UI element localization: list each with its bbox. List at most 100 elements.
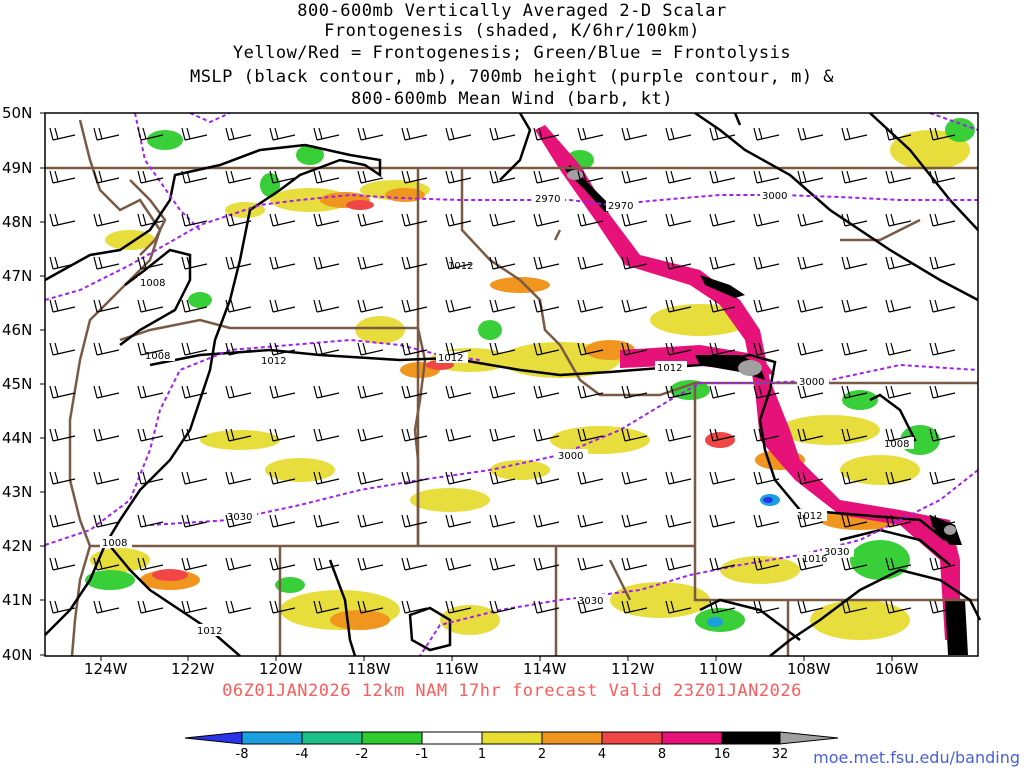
wind-barb: [533, 127, 560, 141]
wind-barb: [269, 428, 296, 442]
wind-barb: [621, 299, 648, 313]
wind-barb: [665, 342, 692, 356]
wind-barb: [489, 385, 516, 399]
wind-barb: [885, 557, 912, 571]
wind-barb: [709, 127, 736, 141]
wind-barb: [401, 127, 428, 141]
wind-barb: [753, 557, 780, 571]
wind-barb: [137, 600, 164, 614]
lon-label-122w: 122W: [171, 660, 215, 678]
mslp-label: 1008: [884, 439, 909, 450]
colorbar-label: 16: [713, 747, 731, 762]
height-label: 3030: [227, 512, 252, 523]
colorbar-label: 4: [597, 747, 607, 762]
wind-barb: [445, 127, 472, 141]
wind-barb: [929, 600, 956, 614]
wind-barb: [577, 557, 604, 571]
lat-label-44n: 44N: [2, 429, 33, 447]
height-label: 3000: [762, 191, 787, 202]
wind-barb: [621, 557, 648, 571]
wind-barb: [401, 600, 428, 614]
lat-label-40n: 40N: [2, 646, 33, 664]
wind-barb: [665, 127, 692, 141]
wind-barb: [797, 600, 824, 614]
colorbar-label: 32: [771, 747, 789, 762]
wind-barb: [225, 213, 252, 227]
wind-barb: [445, 342, 472, 356]
mslp-label: 1012: [197, 626, 222, 637]
wind-barb: [489, 342, 516, 356]
wind-barb: [709, 557, 736, 571]
wind-barb: [709, 514, 736, 528]
wind-barb: [533, 213, 560, 227]
lon-label-110w: 110W: [699, 660, 743, 678]
wind-barb: [93, 514, 120, 528]
wind-barb: [313, 471, 340, 485]
wind-barb: [841, 428, 868, 442]
wind-barb: [489, 170, 516, 184]
wind-barb: [313, 385, 340, 399]
height-label: 2970: [535, 194, 560, 205]
wind-barb: [489, 213, 516, 227]
wind-barb: [489, 299, 516, 313]
wind-barb: [797, 342, 824, 356]
wind-barb: [137, 170, 164, 184]
mslp-label: 1016: [802, 554, 827, 565]
wind-barb: [489, 600, 516, 614]
wind-barb: [885, 385, 912, 399]
wind-barb: [621, 385, 648, 399]
height-label: 3030: [578, 596, 603, 607]
wind-barb: [665, 600, 692, 614]
wind-barb: [137, 342, 164, 356]
wind-barb: [621, 127, 648, 141]
wind-barb: [445, 299, 472, 313]
credit-link[interactable]: moe.met.fsu.edu/banding: [813, 748, 1020, 767]
forecast-run-info: 06Z01JAN2026 12km NAM 17hr forecast Vali…: [222, 681, 802, 701]
wind-barb: [357, 170, 384, 184]
wind-barb: [49, 342, 76, 356]
wind-barb: [753, 514, 780, 528]
wind-barb: [533, 514, 560, 528]
wind-barb: [533, 170, 560, 184]
wind-barb: [313, 256, 340, 270]
colorbar-label: -2: [355, 747, 369, 762]
wind-barb: [269, 213, 296, 227]
map-title-line4: MSLP (black contour, mb), 700mb height (…: [189, 67, 835, 87]
wind-barb: [929, 428, 956, 442]
wind-barb: [577, 471, 604, 485]
wind-barb: [709, 170, 736, 184]
wind-barb: [753, 600, 780, 614]
wind-barb: [445, 557, 472, 571]
wind-barb: [49, 557, 76, 571]
wind-barb: [841, 557, 868, 571]
wind-barb: [841, 256, 868, 270]
wind-barb: [269, 514, 296, 528]
wind-barb: [577, 514, 604, 528]
wind-barb: [401, 299, 428, 313]
mslp-label: 1012: [438, 353, 463, 364]
wind-barb: [709, 428, 736, 442]
map-panel: 1008 1008 1012 1012 1012 1012 1008 1012 …: [44, 111, 982, 657]
wind-barb: [753, 471, 780, 485]
wind-barb: [885, 170, 912, 184]
wind-barb: [269, 256, 296, 270]
wind-barb: [753, 342, 780, 356]
wind-barb: [313, 213, 340, 227]
lat-label-43n: 43N: [2, 483, 33, 501]
wind-barb: [445, 471, 472, 485]
lat-label-45n: 45N: [2, 375, 33, 393]
wind-barb: [489, 428, 516, 442]
lon-label-116w: 116W: [435, 660, 479, 678]
wind-barb: [753, 213, 780, 227]
wind-barb: [137, 256, 164, 270]
wind-barb: [49, 471, 76, 485]
wind-barb: [137, 213, 164, 227]
mslp-label: 1008: [102, 538, 127, 549]
wind-barb: [489, 557, 516, 571]
wind-barb: [621, 342, 648, 356]
wind-barb: [93, 170, 120, 184]
wind-barb: [225, 385, 252, 399]
wind-barb: [225, 428, 252, 442]
wind-barb: [489, 256, 516, 270]
